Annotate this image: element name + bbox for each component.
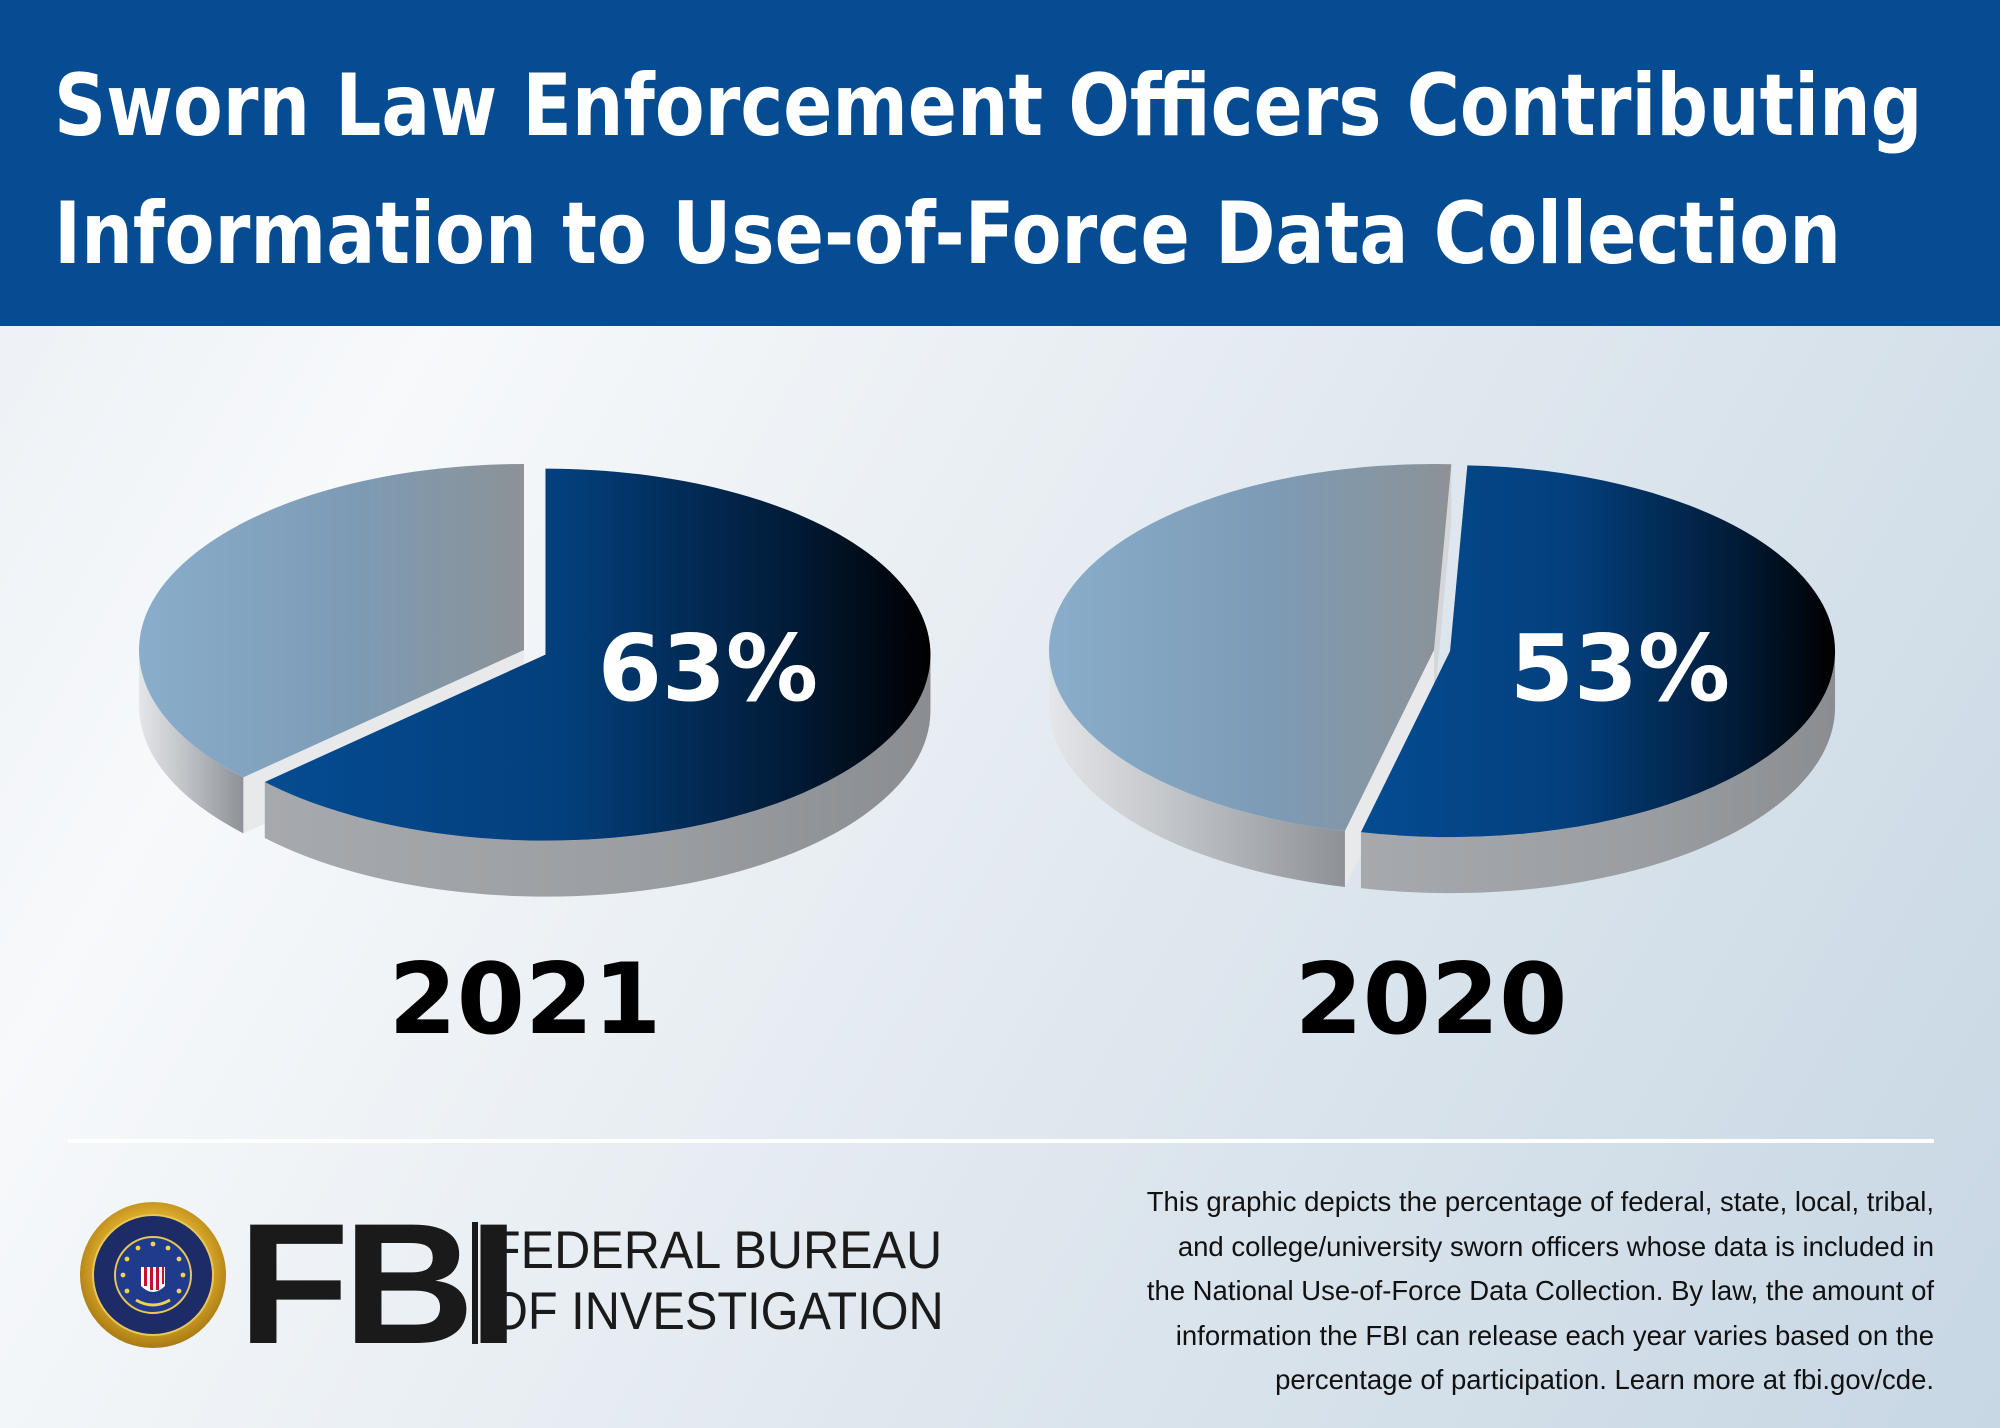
pie-charts: 63% 53%	[139, 464, 1836, 897]
pie-slice-label: 53%	[1510, 615, 1730, 722]
pie-slice-side	[1049, 650, 1345, 887]
fbi-seal-icon	[80, 1202, 226, 1348]
pie-chart-2020: 53%	[1048, 464, 1836, 894]
title-line-1: Sworn Law Enforcement Officers Contribut…	[54, 56, 1923, 156]
footnote-line: and college/university sworn officers wh…	[1177, 1230, 1934, 1262]
pie-slice-side	[1360, 651, 1836, 894]
logo-line-2: OF INVESTIGATION	[490, 1282, 944, 1341]
pie-slice-remaining	[1048, 464, 1452, 831]
footnote-line: This graphic depicts the percentage of f…	[1146, 1186, 1934, 1217]
pie-slice-side	[264, 654, 931, 897]
footnote-line: percentage of participation. Learn more …	[1275, 1364, 1934, 1395]
footnote-line: information the FBI can release each yea…	[1175, 1319, 1934, 1351]
title-banner: Sworn Law Enforcement Officers Contribut…	[0, 0, 2000, 326]
pie-slice-remaining	[139, 464, 524, 778]
title-line-2: Information to Use-of-Force Data Collect…	[54, 184, 1842, 284]
logo-line-1: FEDERAL BUREAU	[490, 1221, 943, 1280]
footnote: This graphic depicts the percentage of f…	[954, 1180, 1934, 1403]
year-label-2020: 2020	[1294, 943, 1568, 1057]
pie-slice-side	[139, 650, 244, 834]
year-label-2021: 2021	[388, 943, 662, 1057]
divider	[68, 1139, 1934, 1143]
pie-slice-participating	[1360, 465, 1836, 838]
pie-slice-label: 63%	[598, 615, 818, 722]
pie-chart-2021: 63%	[139, 464, 931, 897]
pie-cut-wall	[1434, 464, 1452, 706]
logo-separator	[472, 1222, 478, 1344]
pie-slice-participating	[264, 468, 931, 841]
footnote-line: the National Use-of-Force Data Collectio…	[1146, 1275, 1934, 1306]
